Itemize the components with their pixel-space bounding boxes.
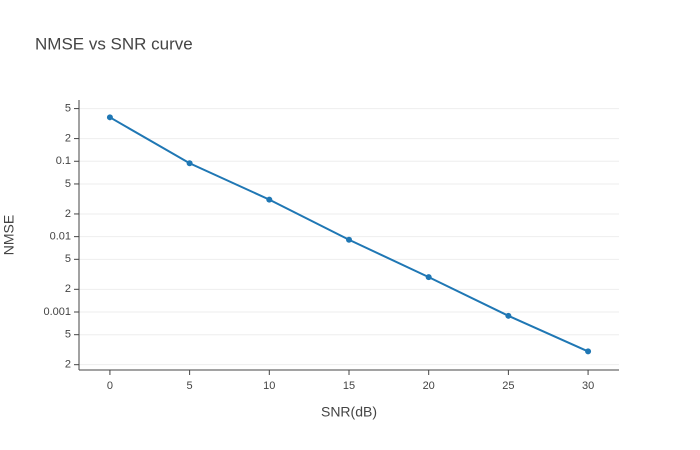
x-axis-title: SNR(dB) [321, 404, 377, 420]
data-point [346, 236, 352, 243]
y-tick-label: 5 [65, 102, 71, 114]
y-tick-label: 0.1 [56, 155, 71, 167]
x-tick-label: 5 [187, 380, 193, 392]
y-tick-label: 2 [65, 208, 71, 220]
x-tick-label: 30 [582, 380, 594, 392]
y-tick-label: 5 [65, 329, 71, 341]
data-point [106, 114, 113, 121]
x-tick-label: 10 [263, 380, 275, 392]
y-axis-title: NMSE [1, 215, 17, 255]
data-point [505, 312, 512, 319]
x-tick-label: 20 [423, 380, 435, 392]
series-line [109, 116, 589, 353]
x-tick-label: 15 [343, 380, 355, 392]
y-tick-label: 0.01 [50, 231, 71, 243]
data-point [266, 196, 273, 203]
chart-title: NMSE vs SNR curve [35, 34, 193, 53]
x-tick-label: 25 [502, 380, 514, 392]
y-tick-label: 2 [65, 283, 71, 295]
data-point [425, 274, 432, 281]
y-tick-label: 2 [65, 359, 71, 371]
data-point [585, 348, 592, 355]
y-tick-label: 2 [65, 132, 71, 144]
x-tick-label: 0 [107, 380, 113, 392]
y-tick-label: 5 [65, 253, 71, 265]
y-tick-label: 5 [65, 178, 71, 190]
y-tick-label: 0.001 [43, 306, 71, 318]
data-point [186, 160, 193, 167]
